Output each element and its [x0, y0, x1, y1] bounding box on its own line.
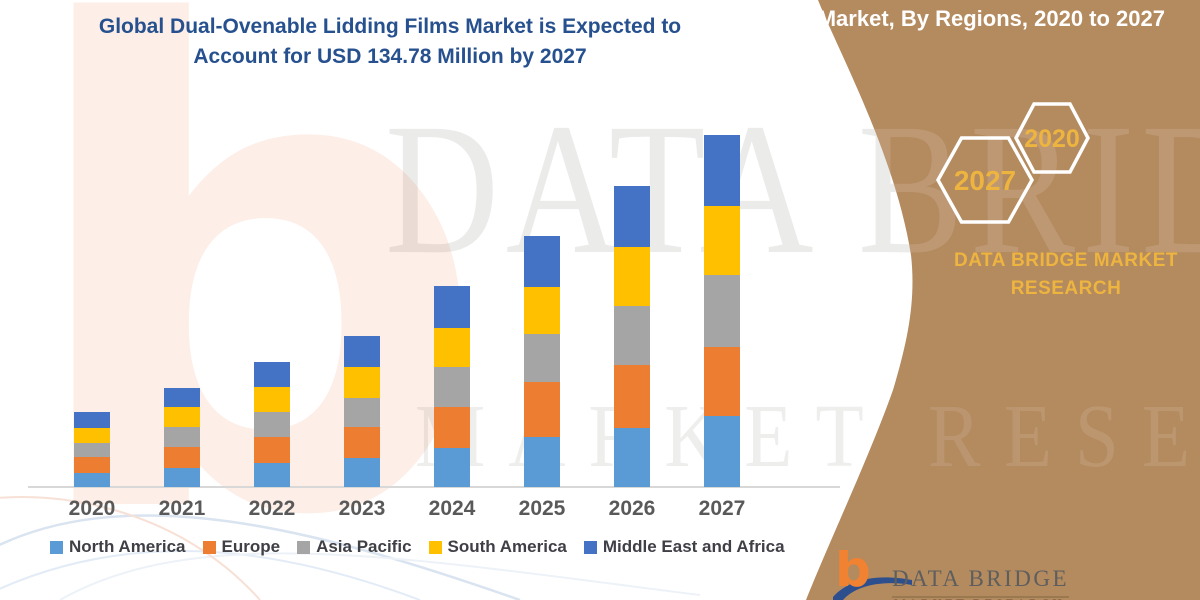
hexagon-badges: 2027 2020: [935, 102, 1090, 224]
legend-swatch: [583, 540, 597, 554]
brand-name: DATA BRIDGE MARKET RESEARCH: [928, 247, 1200, 303]
bar-segment: [344, 367, 380, 398]
bar-segment: [614, 427, 650, 487]
x-axis-label: 2023: [338, 497, 386, 520]
footer-wordmark: DATA BRIDGE: [892, 566, 1070, 598]
legend-swatch: [297, 540, 311, 554]
legend-label: Europe: [221, 537, 281, 556]
bar-segment: [344, 397, 380, 428]
bar-segment: [524, 437, 560, 487]
legend: North America Europe Asia Pacific South Ame…: [50, 537, 785, 557]
legend-label: Middle East and Africa: [602, 537, 785, 556]
bar-segment: [434, 286, 470, 329]
bar-segment: [74, 442, 110, 458]
page-title-line1: Global Dual-Ovenable Lidding Films Marke…: [98, 15, 682, 38]
bar-segment: [164, 447, 200, 468]
bar-segment: [704, 415, 740, 487]
legend-swatch: [50, 540, 63, 554]
bar-segment: [704, 134, 740, 206]
bar-segment: [614, 246, 650, 306]
bar-segment: [704, 347, 740, 416]
legend-item: Asia Pacific: [297, 537, 412, 557]
x-axis-label: 2025: [518, 497, 566, 520]
bar-segment: [164, 387, 200, 407]
bar-segment: [434, 328, 470, 368]
bar-segment: [614, 185, 650, 247]
bar-segment: [434, 367, 470, 408]
bar-segment: [614, 306, 650, 366]
bar-segment: [164, 467, 200, 487]
bar-segment: [344, 458, 380, 487]
bar-segment: [434, 407, 470, 448]
bar-segment: [524, 236, 560, 287]
brand-name-line2: RESEARCH: [1010, 278, 1122, 299]
hexagon-2027: [935, 136, 1035, 224]
x-axis-label: 2024: [428, 497, 476, 520]
brown-side-panel: [806, 0, 1200, 600]
bar-segment: [704, 274, 740, 348]
page-title-line2: Account for USD 134.78 Million by 2027: [193, 45, 587, 68]
bar-segment: [164, 426, 200, 448]
bar-segment: [524, 382, 560, 438]
bar-segment: [434, 447, 470, 487]
page-title: Global Dual-Ovenable Lidding Films Marke…: [30, 12, 750, 72]
swirl-lines: [0, 495, 701, 600]
axis-baseline: [28, 486, 840, 488]
legend-swatch: [202, 540, 216, 554]
legend-label: South America: [447, 537, 567, 556]
legend-swatch: [428, 540, 442, 554]
legend-item: North America: [50, 537, 186, 557]
bar-segment: [254, 412, 290, 438]
legend-item: Middle East and Africa: [583, 537, 785, 557]
footer-logo: b DATA BRIDGE MARKET RESEARCH: [830, 550, 1090, 600]
legend-item: Europe: [202, 537, 281, 557]
footer-logo-swoosh-icon: [833, 577, 912, 600]
bar-segment: [524, 333, 560, 382]
bar-segment: [254, 387, 290, 413]
bar-segment: [704, 205, 740, 275]
dbmr-b-watermark-icon: b: [18, 0, 491, 600]
panel-title: Market, By Regions, 2020 to 2027: [817, 6, 1165, 31]
bar-segment: [524, 286, 560, 334]
bar-segment: [74, 457, 110, 473]
bar-segment: [74, 412, 110, 428]
hexagon-2020-label: 2020: [1024, 125, 1080, 153]
bar-segment: [254, 462, 290, 487]
footer-logo-b-icon: b: [835, 550, 871, 598]
bar-segment: [344, 336, 380, 368]
hexagon-2020: [1014, 102, 1090, 174]
bar-segment: [74, 472, 110, 487]
bar-segment: [344, 427, 380, 459]
x-axis-label: 2022: [248, 497, 296, 520]
legend-item: South America: [428, 537, 567, 557]
bar-segment: [164, 406, 200, 427]
hexagon-2027-label: 2027: [954, 165, 1016, 196]
x-axis-label: 2021: [158, 497, 206, 520]
x-axis-label: 2020: [68, 497, 116, 520]
brand-name-line1: DATA BRIDGE MARKET: [954, 250, 1178, 271]
bar-segment: [74, 427, 110, 443]
bar-segment: [254, 362, 290, 388]
legend-label: North America: [69, 537, 186, 556]
legend-label: Asia Pacific: [316, 537, 412, 556]
bar-segment: [254, 437, 290, 463]
x-axis-label: 2027: [698, 497, 746, 520]
bar-segment: [614, 365, 650, 428]
x-axis-label: 2026: [608, 497, 656, 520]
footer-wordmark-subtext: MARKET RESEARCH: [894, 596, 1065, 600]
